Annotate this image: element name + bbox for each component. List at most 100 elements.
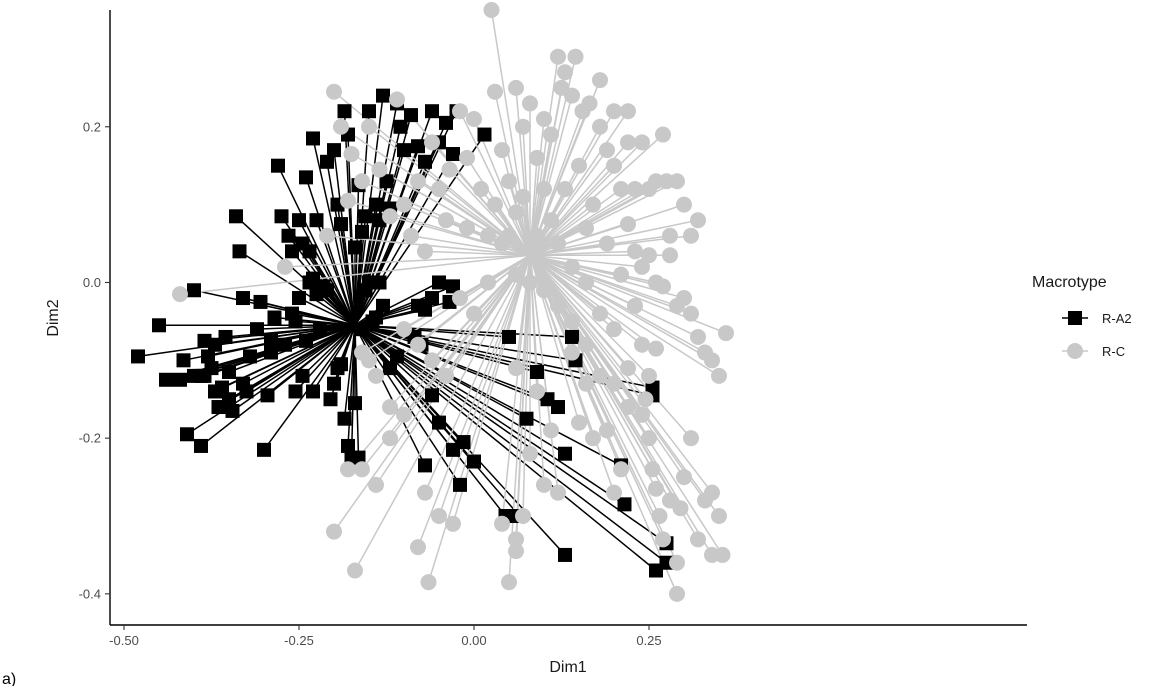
point-r-c xyxy=(522,445,538,462)
point-r-c xyxy=(711,508,727,525)
point-r-c xyxy=(571,414,587,431)
link-line-r-c xyxy=(529,254,643,346)
point-r-c xyxy=(627,181,643,198)
link-line-r-c xyxy=(410,235,531,256)
link-line-r-a2 xyxy=(239,250,356,326)
point-r-a2 xyxy=(334,217,348,232)
point-r-a2 xyxy=(617,497,632,512)
point-r-a2 xyxy=(393,119,408,134)
point-r-c xyxy=(361,118,377,135)
point-r-c xyxy=(347,562,363,579)
point-r-c xyxy=(536,282,552,299)
x-tick-label: 0.00 xyxy=(461,633,486,648)
point-r-a2 xyxy=(250,322,264,337)
point-r-c xyxy=(620,399,636,416)
point-r-a2 xyxy=(323,392,338,407)
point-r-c xyxy=(536,110,552,127)
point-r-a2 xyxy=(530,364,544,379)
link-line-r-c xyxy=(417,254,531,548)
point-r-a2 xyxy=(467,454,481,469)
link-line-r-a2 xyxy=(354,325,360,458)
point-r-c xyxy=(581,95,598,112)
point-r-a2 xyxy=(180,427,194,442)
point-r-c xyxy=(487,196,503,213)
link-line-r-a2 xyxy=(354,324,622,467)
point-r-c xyxy=(417,484,433,501)
link-line-r-c xyxy=(529,204,594,256)
point-r-c xyxy=(410,539,426,556)
point-r-a2 xyxy=(411,298,425,313)
point-r-a2 xyxy=(267,310,282,325)
point-r-c xyxy=(501,227,517,244)
point-r-c xyxy=(508,543,524,560)
link-line-r-c xyxy=(529,188,622,256)
point-r-c xyxy=(382,208,398,225)
point-r-c xyxy=(585,196,601,213)
point-r-c xyxy=(648,340,664,357)
point-r-a2 xyxy=(376,298,390,313)
point-r-a2 xyxy=(418,458,432,473)
point-r-a2 xyxy=(418,154,432,169)
point-r-c xyxy=(529,383,545,400)
point-r-c xyxy=(690,212,706,229)
point-r-c xyxy=(396,406,412,423)
point-r-c xyxy=(382,430,398,447)
point-r-a2 xyxy=(456,435,471,450)
legend: Macrotype R-A2 R-C xyxy=(1032,274,1132,359)
point-r-c xyxy=(672,500,689,517)
link-line-r-c xyxy=(427,254,531,583)
point-r-c xyxy=(515,188,531,205)
point-r-c xyxy=(620,360,636,377)
point-r-a2 xyxy=(383,361,397,376)
link-line-r-c xyxy=(179,254,531,295)
point-r-c xyxy=(641,247,657,264)
data-points-layer xyxy=(131,2,734,602)
points-r-a2 xyxy=(131,88,674,578)
point-r-a2 xyxy=(232,244,247,259)
point-r-c xyxy=(508,204,524,221)
point-r-a2 xyxy=(337,411,352,426)
point-r-c xyxy=(543,422,559,439)
point-r-c xyxy=(522,274,538,291)
point-r-c xyxy=(466,305,482,322)
point-r-c xyxy=(676,469,692,486)
point-r-c xyxy=(578,336,594,353)
link-line-r-a2 xyxy=(354,324,507,517)
point-r-c xyxy=(613,266,629,283)
point-r-a2 xyxy=(278,337,292,352)
point-r-a2 xyxy=(432,415,446,430)
point-r-c xyxy=(508,531,524,548)
point-r-c xyxy=(172,286,188,303)
point-r-c xyxy=(592,367,608,384)
point-r-c xyxy=(445,515,461,532)
point-r-c xyxy=(438,212,454,229)
point-r-a2 xyxy=(519,411,534,426)
point-r-c xyxy=(634,258,650,275)
point-r-c xyxy=(606,321,622,338)
point-r-a2 xyxy=(194,438,208,453)
point-r-c xyxy=(564,87,580,104)
link-line-r-c xyxy=(424,250,531,256)
link-line-r-c xyxy=(522,255,531,517)
point-r-c xyxy=(641,367,657,384)
point-r-c xyxy=(669,554,685,571)
point-r-c xyxy=(599,422,615,439)
link-line-r-c xyxy=(529,254,559,307)
point-r-a2 xyxy=(295,368,310,383)
point-r-a2 xyxy=(236,376,250,391)
y-tick-label: 0.2 xyxy=(83,119,101,134)
point-r-a2 xyxy=(502,329,516,344)
point-r-c xyxy=(480,227,496,244)
point-r-c xyxy=(592,305,608,322)
point-r-c xyxy=(557,181,573,198)
point-r-c xyxy=(606,157,622,174)
point-r-c xyxy=(690,531,706,548)
link-line-r-a2 xyxy=(354,324,576,362)
point-r-c xyxy=(634,134,650,151)
link-line-r-c xyxy=(473,118,531,256)
point-r-c xyxy=(319,227,335,244)
point-r-a2 xyxy=(222,364,236,379)
point-r-c xyxy=(578,274,594,291)
